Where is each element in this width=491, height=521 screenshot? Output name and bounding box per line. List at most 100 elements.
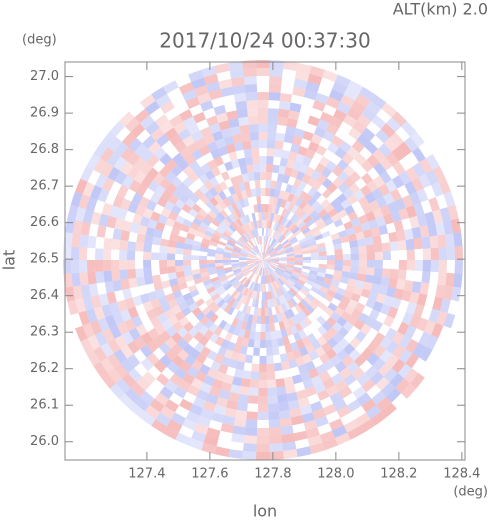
field-cell	[359, 360, 373, 373]
field-cell	[278, 253, 287, 257]
field-cell	[271, 338, 279, 348]
field-cell	[232, 266, 241, 271]
field-cell	[257, 91, 269, 101]
field-cell	[286, 255, 295, 259]
field-cell	[249, 204, 255, 214]
field-cell	[246, 258, 255, 260]
field-cell	[268, 419, 281, 428]
field-cell	[303, 326, 313, 337]
field-cell	[195, 311, 206, 322]
field-cell	[334, 260, 343, 266]
field-cell	[122, 220, 133, 232]
field-cell	[134, 108, 150, 124]
field-cell	[122, 132, 137, 147]
field-cell	[250, 221, 256, 230]
field-cell	[226, 226, 235, 235]
field-cell	[211, 166, 221, 177]
field-cell	[88, 223, 99, 237]
field-cell	[343, 419, 359, 433]
field-cell	[294, 262, 303, 266]
field-cell	[257, 260, 263, 267]
field-cell	[348, 325, 361, 338]
field-cell	[290, 94, 304, 105]
field-cell	[274, 270, 282, 277]
field-cell	[292, 215, 301, 225]
field-cell	[290, 341, 299, 352]
field-cell	[263, 260, 272, 261]
field-cell	[243, 269, 251, 276]
field-cell	[135, 204, 147, 217]
field-cell	[235, 149, 245, 160]
field-cell	[261, 219, 265, 228]
field-cell	[268, 265, 275, 272]
x-tick-label: 127.6	[191, 467, 228, 482]
field-cell	[195, 281, 205, 290]
x-tick-label: 127.4	[128, 467, 165, 482]
field-cell	[239, 261, 248, 264]
field-cell	[210, 276, 220, 283]
field-cell	[340, 214, 351, 225]
field-cell	[292, 349, 302, 359]
field-cell	[261, 203, 265, 212]
field-cell	[213, 156, 224, 167]
field-cell	[211, 233, 221, 241]
field-cell	[327, 366, 340, 378]
field-cell	[310, 375, 323, 387]
field-cell	[279, 157, 289, 167]
field-cell	[235, 336, 244, 346]
field-cell	[182, 292, 193, 302]
field-cell	[312, 213, 322, 223]
field-cell	[334, 203, 345, 214]
field-cell	[305, 81, 320, 93]
field-cell	[64, 286, 76, 302]
field-cell	[203, 375, 216, 387]
field-cell	[185, 311, 196, 322]
field-cell	[209, 176, 219, 187]
field-cell	[276, 313, 283, 323]
field-cell	[128, 277, 138, 289]
field-cell	[353, 319, 365, 331]
field-cell	[307, 197, 317, 207]
field-cell	[337, 326, 349, 338]
field-cell	[381, 102, 397, 118]
field-cell	[211, 292, 221, 302]
field-cell	[223, 251, 232, 256]
field-cell	[252, 237, 257, 246]
field-cell	[283, 133, 294, 144]
field-cell	[114, 289, 125, 302]
field-cell	[254, 299, 259, 308]
field-cell	[218, 389, 231, 400]
field-cell	[249, 239, 255, 247]
field-cell	[292, 135, 303, 146]
field-cell	[392, 161, 406, 176]
field-cell	[342, 265, 351, 273]
field-cell	[277, 266, 285, 272]
field-cell	[345, 227, 356, 236]
field-cell	[373, 332, 386, 345]
field-cell	[257, 267, 261, 276]
field-cell	[401, 194, 414, 208]
field-cell	[153, 305, 165, 317]
field-cell	[235, 301, 242, 311]
field-cell	[303, 89, 318, 101]
field-cell	[168, 194, 179, 205]
field-cell	[240, 250, 249, 255]
field-cell	[307, 73, 323, 85]
field-cell	[247, 257, 256, 260]
field-cell	[169, 392, 183, 406]
field-cell	[279, 276, 286, 284]
field-cell	[247, 108, 258, 117]
field-cell	[147, 219, 158, 230]
field-cell	[370, 371, 384, 385]
field-cell	[364, 236, 374, 246]
field-cell	[258, 275, 262, 284]
field-cell	[340, 412, 355, 426]
field-cell	[211, 206, 221, 216]
field-cell	[310, 226, 320, 234]
field-cell	[286, 392, 298, 402]
field-cell	[208, 89, 223, 101]
field-cell	[186, 366, 199, 378]
field-cell	[269, 264, 277, 270]
field-cell	[193, 331, 204, 342]
field-cell	[379, 349, 393, 363]
